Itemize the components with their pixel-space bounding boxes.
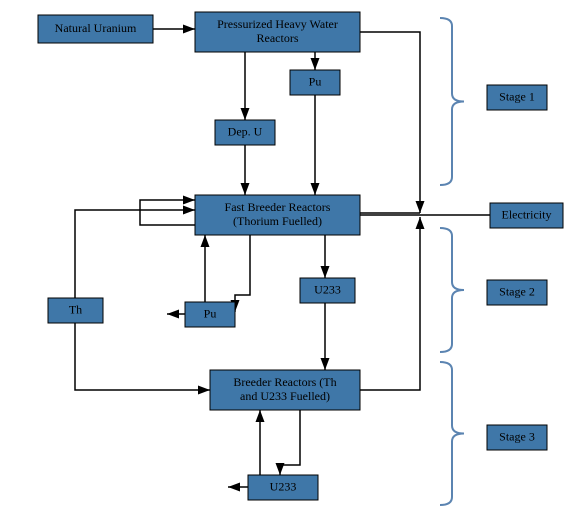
node-elec: Electricity [490, 203, 563, 228]
edge-phwr-bus [360, 32, 420, 213]
node-stage2-label: Stage 2 [499, 284, 535, 298]
brace-s1 [440, 18, 464, 185]
node-natU-label: Natural Uranium [55, 21, 137, 35]
brace-s3 [440, 362, 464, 505]
node-fbr-label: (Thorium Fuelled) [233, 214, 322, 228]
node-phwr-label: Pressurized Heavy Water [217, 17, 338, 31]
node-u233a-label: U233 [314, 282, 341, 296]
node-stage3-label: Stage 3 [499, 429, 535, 443]
node-pu2: Pu [185, 302, 235, 327]
diagram-canvas: Natural Uranium Pressurized Heavy WaterRe… [0, 0, 571, 527]
brace-s2 [440, 228, 464, 352]
edge-fbr-loop [140, 200, 195, 225]
node-u233b-label: U233 [270, 479, 297, 493]
edge-th-fbr [75, 210, 195, 298]
edge-br-u233b [280, 410, 300, 475]
node-br-label: and U233 Fuelled) [240, 389, 330, 403]
node-stage2: Stage 2 [487, 280, 547, 305]
node-u233b: U233 [248, 475, 318, 500]
node-phwr-label: Reactors [257, 31, 299, 45]
node-br: Breeder Reactors (Thand U233 Fuelled) [210, 370, 360, 410]
node-u233a: U233 [300, 278, 355, 303]
node-pu1-label: Pu [309, 74, 322, 88]
node-fbr-label: Fast Breeder Reactors [225, 200, 331, 214]
node-th: Th [48, 298, 103, 323]
node-pu1: Pu [290, 70, 340, 95]
node-br-label: Breeder Reactors (Th [233, 375, 336, 389]
edge-br-bus [360, 217, 420, 390]
node-elec-label: Electricity [502, 207, 552, 221]
node-depu-label: Dep. U [228, 124, 263, 138]
node-fbr: Fast Breeder Reactors(Thorium Fuelled) [195, 195, 360, 235]
node-phwr: Pressurized Heavy WaterReactors [195, 12, 360, 52]
node-natU: Natural Uranium [38, 15, 153, 43]
node-stage3: Stage 3 [487, 425, 547, 450]
node-th-label: Th [69, 302, 82, 316]
node-depu: Dep. U [215, 120, 275, 145]
edge-fbr-pu2dn [235, 235, 250, 312]
node-stage1: Stage 1 [487, 85, 547, 110]
edge-th-br [75, 323, 210, 390]
node-stage1-label: Stage 1 [499, 89, 535, 103]
node-pu2-label: Pu [204, 306, 217, 320]
